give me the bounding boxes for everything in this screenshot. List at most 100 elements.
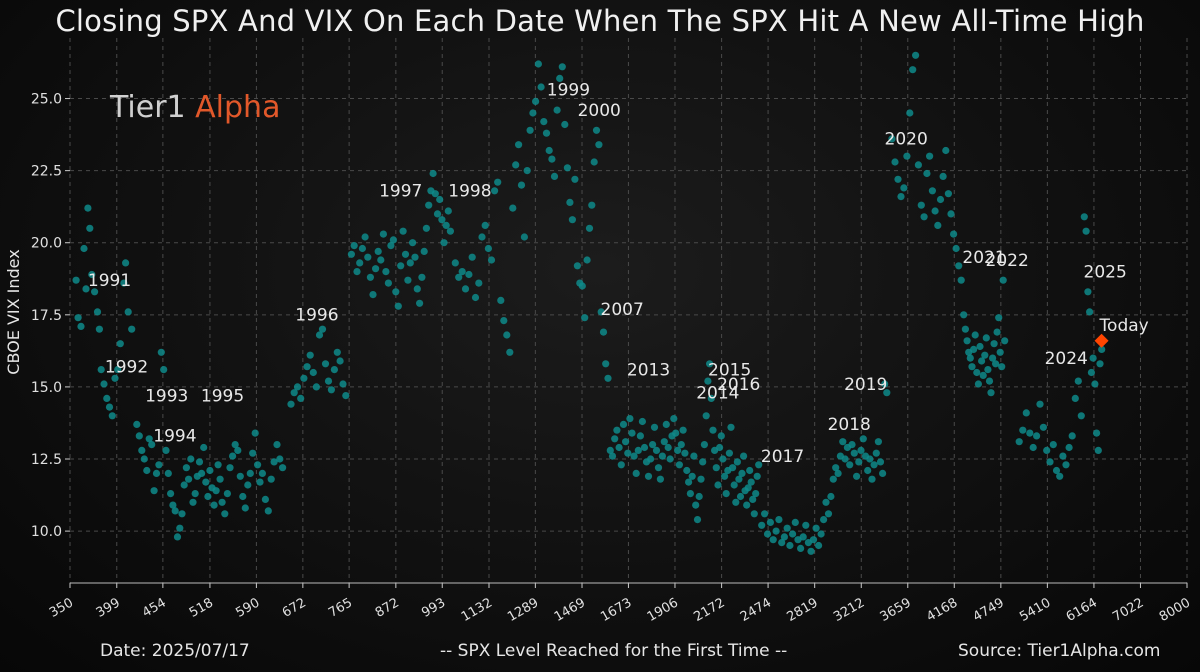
data-point (171, 507, 179, 515)
data-point (920, 213, 928, 221)
data-point (256, 478, 264, 486)
data-point (714, 481, 722, 489)
data-point (503, 331, 511, 339)
data-point (111, 374, 119, 382)
data-point (664, 443, 672, 452)
data-point (563, 164, 572, 172)
data-point (191, 490, 199, 498)
data-point (634, 446, 642, 454)
data-point (568, 216, 577, 224)
data-point (550, 172, 559, 180)
data-point (164, 469, 172, 477)
data-point (150, 487, 158, 495)
data-point (617, 461, 625, 469)
data-point (226, 464, 234, 472)
data-point (829, 475, 837, 483)
data-point (133, 420, 141, 428)
data-point (356, 259, 364, 267)
data-point (846, 461, 854, 469)
data-point (666, 455, 674, 463)
data-point (429, 169, 437, 178)
x-tick-label: 454 (140, 595, 169, 620)
data-point (1046, 458, 1054, 466)
data-point (824, 510, 833, 518)
year-label-2018: 2018 (828, 415, 871, 435)
data-point (585, 224, 594, 232)
data-point (978, 357, 986, 365)
data-point (189, 498, 197, 506)
data-point (866, 455, 874, 463)
data-point (685, 478, 693, 486)
data-point (297, 394, 305, 402)
data-point (727, 423, 735, 431)
data-point (588, 201, 596, 209)
x-tick-label: 3659 (878, 595, 914, 625)
data-point (675, 461, 684, 469)
data-point (399, 227, 407, 235)
data-point (84, 204, 92, 212)
data-point (300, 374, 308, 382)
data-point (592, 126, 601, 134)
year-label-1991: 1991 (88, 271, 131, 291)
data-point (143, 466, 151, 475)
y-axis-label: CBOE VIX Index (4, 249, 23, 374)
data-point (802, 521, 810, 529)
data-point (221, 510, 229, 518)
data-point (931, 207, 939, 215)
data-point (287, 400, 295, 408)
data-point (640, 443, 649, 452)
data-point (491, 187, 499, 195)
data-point (870, 461, 878, 469)
data-point (578, 282, 586, 290)
data-point (597, 308, 605, 316)
data-point (80, 244, 88, 253)
data-point (799, 533, 807, 541)
data-point (500, 317, 508, 325)
data-point (438, 216, 446, 224)
date-label: Date: 2025/07/17 (100, 641, 250, 661)
data-point (422, 224, 430, 232)
data-point (440, 239, 448, 247)
data-point (497, 296, 505, 304)
data-point (738, 469, 746, 477)
data-point (178, 510, 186, 518)
data-point (789, 530, 797, 538)
data-point (231, 441, 239, 449)
data-point (478, 233, 486, 241)
data-point (693, 516, 702, 524)
logo-text-tier1: Tier1 (110, 90, 186, 125)
data-point (152, 469, 161, 477)
x-tick-label: 1469 (552, 595, 588, 625)
data-point (999, 276, 1007, 284)
data-point (234, 446, 242, 454)
data-point (721, 472, 729, 480)
data-point (1098, 345, 1106, 353)
x-tick-label: 765 (326, 595, 355, 620)
data-point (461, 285, 470, 293)
data-point (883, 389, 891, 397)
data-point (626, 415, 634, 423)
x-tick-label: 8000 (1157, 595, 1193, 625)
data-point (418, 273, 426, 281)
data-point (604, 374, 612, 382)
data-point (122, 259, 130, 267)
data-point (114, 366, 122, 374)
year-label-1993: 1993 (145, 386, 188, 406)
data-point (987, 389, 995, 397)
data-point (481, 221, 489, 229)
data-point (970, 345, 978, 353)
data-point (517, 181, 526, 189)
data-point (864, 466, 872, 475)
data-point (619, 420, 628, 428)
data-point (981, 351, 989, 359)
x-tick-label: 993 (419, 595, 448, 620)
data-point (366, 273, 374, 281)
data-point (108, 412, 116, 420)
data-point (744, 484, 752, 492)
data-point (358, 244, 366, 253)
data-point (364, 253, 372, 261)
data-point (947, 210, 955, 218)
data-point (897, 193, 905, 201)
data-point (140, 455, 148, 463)
